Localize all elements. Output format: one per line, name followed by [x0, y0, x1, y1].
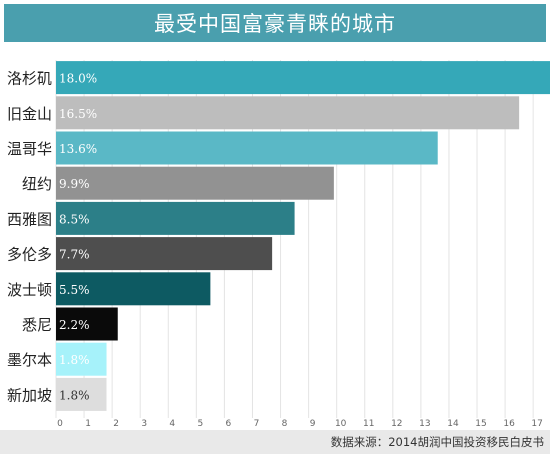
x-tick-label: 2	[113, 419, 119, 429]
x-tick-label: 3	[141, 419, 147, 429]
source-note: 数据来源：2014胡润中国投资移民白皮书	[330, 435, 544, 449]
bar	[56, 61, 550, 95]
bar	[56, 201, 295, 235]
category-label: 新加坡	[7, 386, 52, 404]
bar-value-label: 2.2%	[59, 318, 90, 332]
category-label: 洛杉矶	[7, 70, 52, 88]
x-tick-label: 8	[282, 419, 288, 429]
category-label: 墨尔本	[7, 351, 52, 369]
bar	[56, 342, 107, 376]
x-tick-label: 6	[226, 419, 232, 429]
x-tick-label: 0	[57, 419, 63, 429]
x-tick-label: 4	[169, 419, 175, 429]
bar	[56, 166, 334, 200]
x-tick-label: 15	[475, 419, 486, 429]
bar-value-label: 1.8%	[59, 388, 90, 402]
x-tick-label: 7	[254, 419, 260, 429]
source-bar	[0, 430, 550, 454]
bar-value-label: 16.5%	[59, 107, 97, 121]
x-tick-label: 9	[310, 419, 316, 429]
x-tick-label: 10	[335, 419, 347, 429]
bar-value-label: 13.6%	[59, 142, 97, 156]
x-tick-label: 13	[419, 419, 430, 429]
x-tick-label: 16	[503, 419, 515, 429]
bar	[56, 377, 107, 411]
bar-value-label: 18.0%	[59, 72, 97, 86]
category-label: 西雅图	[7, 210, 52, 228]
category-label: 多伦多	[7, 246, 52, 264]
bar	[56, 272, 211, 306]
x-tick-label: 14	[447, 419, 459, 429]
category-label: 纽约	[22, 175, 52, 193]
x-tick-label: 17	[531, 419, 542, 429]
bar-value-label: 8.5%	[59, 212, 90, 226]
bar-value-label: 9.9%	[59, 177, 90, 191]
bar	[56, 131, 438, 165]
bar-value-label: 5.5%	[59, 283, 90, 297]
bar-value-label: 1.8%	[59, 353, 90, 367]
bar	[56, 237, 273, 271]
chart-title: 最受中国富豪青睐的城市	[4, 4, 546, 42]
bar	[56, 307, 118, 341]
bar-value-label: 7.7%	[59, 248, 90, 262]
category-label: 旧金山	[7, 105, 52, 123]
category-label: 波士顿	[7, 281, 52, 299]
x-tick-label: 1	[85, 419, 91, 429]
bar	[56, 96, 520, 130]
x-tick-label: 5	[197, 419, 203, 429]
category-label: 温哥华	[7, 140, 52, 158]
x-tick-label: 11	[363, 419, 374, 429]
category-label: 悉尼	[22, 316, 52, 334]
x-tick-label: 12	[391, 419, 402, 429]
